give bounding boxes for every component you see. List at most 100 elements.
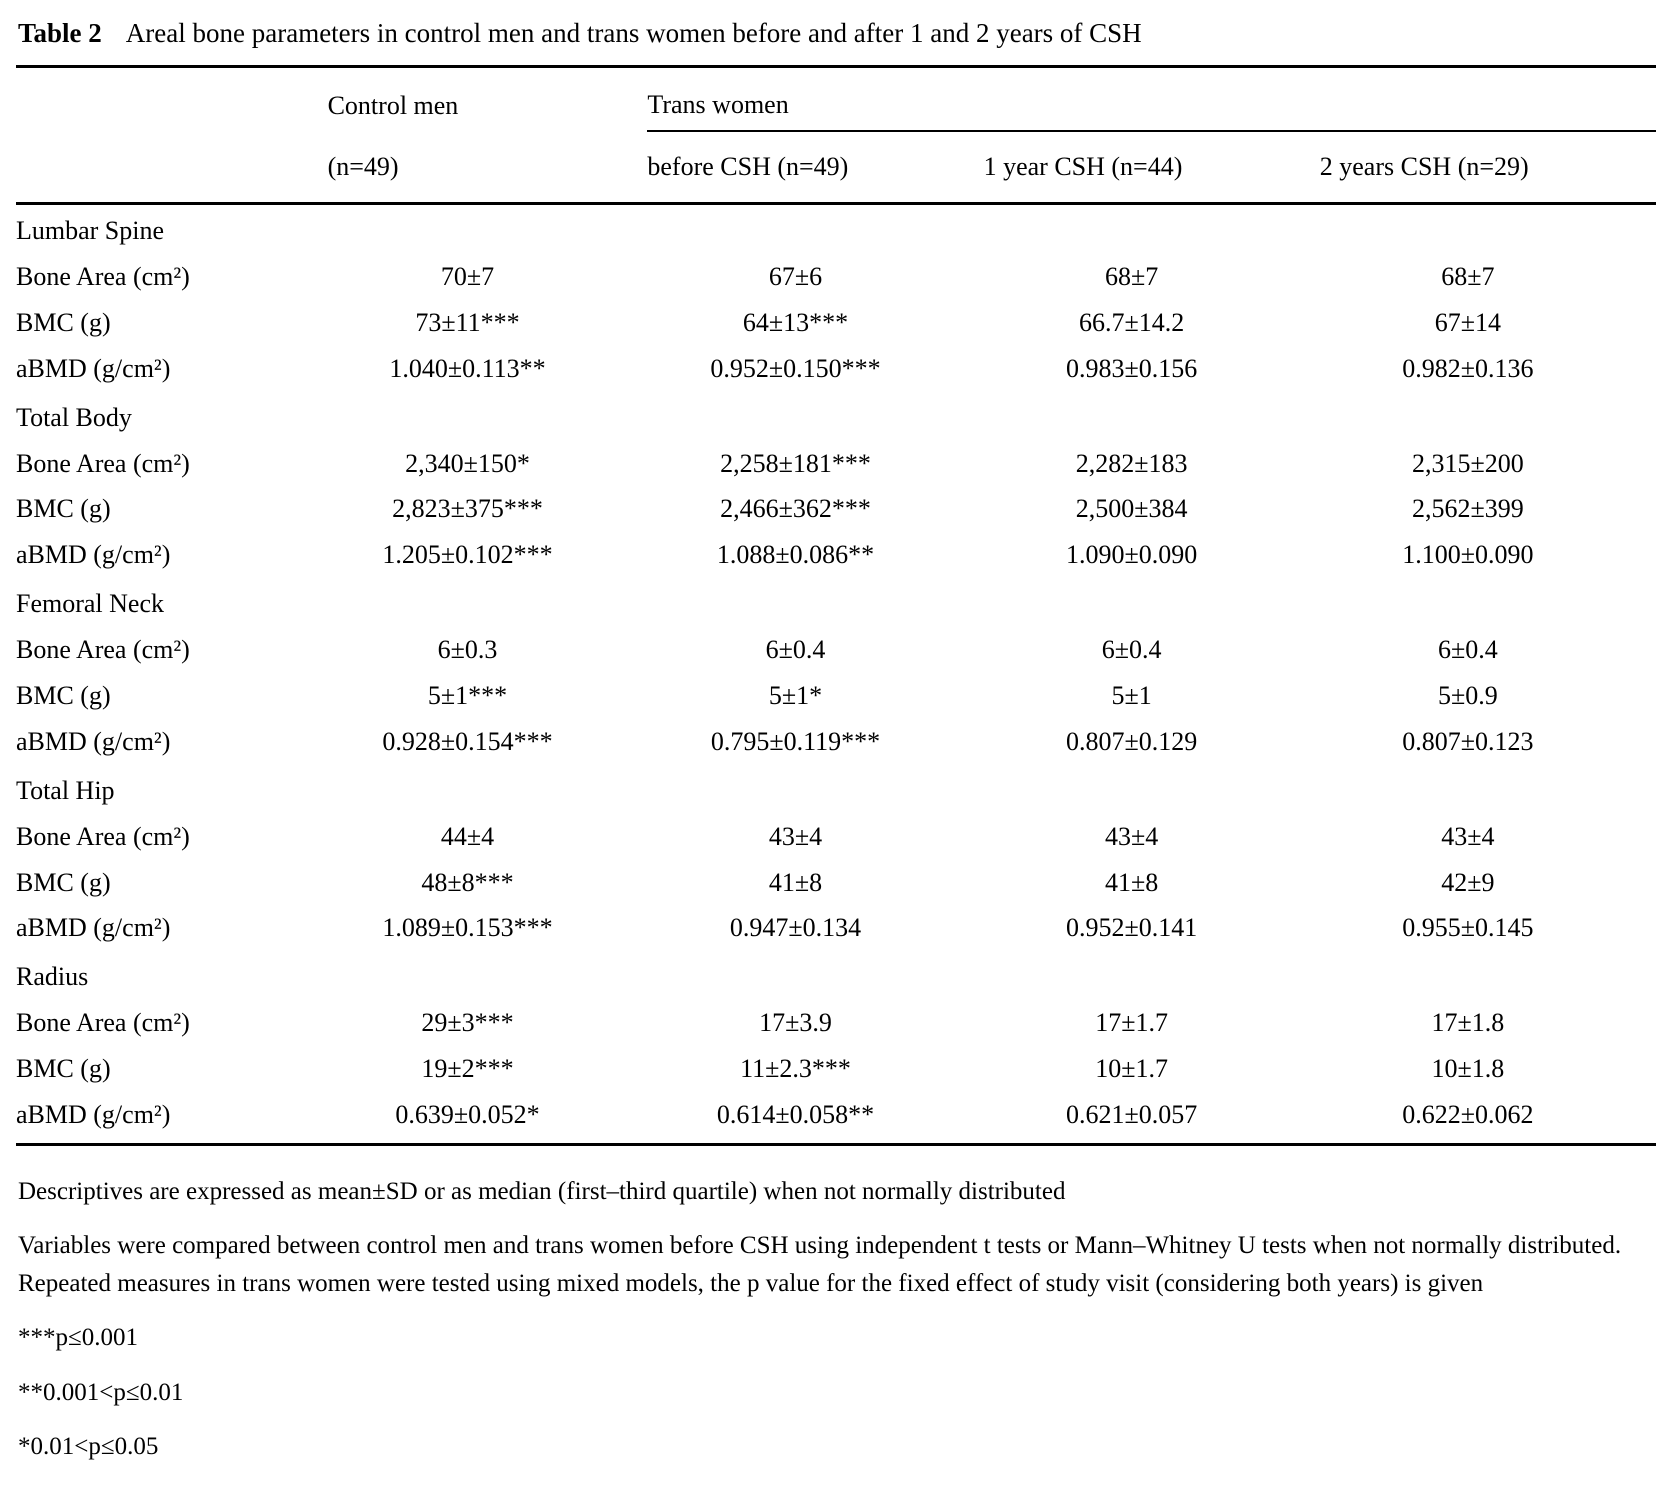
value-cell: 1.205±0.102***	[382, 540, 553, 570]
row-label: BMC (g)	[16, 681, 111, 710]
table-row: aBMD (g/cm²) 1.040±0.113** 0.952±0.150*** 0…	[16, 346, 1656, 392]
value-cell: 42±9	[1441, 867, 1495, 897]
section-row: Femoral Neck	[16, 578, 1656, 627]
value-cell: 0.622±0.062	[1319, 1092, 1656, 1146]
value-cell: 1.089±0.153***	[382, 913, 553, 943]
section-label: Femoral Neck	[16, 589, 165, 619]
footnote-descriptives: Descriptives are expressed as mean±SD or…	[18, 1177, 1066, 1205]
value-cell: 6±0.3	[437, 635, 498, 665]
row-label: aBMD (g/cm²)	[16, 353, 171, 383]
table-row: BMC (g) 2,823±375*** 2,466±362*** 2,500±384…	[16, 486, 1656, 532]
value-cell: 17±3.9	[759, 1008, 832, 1038]
value-cell: 67±6	[768, 261, 823, 291]
value-cell: 43±4	[768, 821, 823, 851]
section-row: Radius	[16, 951, 1656, 1000]
footnotes: Descriptives are expressed as mean±SD or…	[16, 1146, 1656, 1466]
value-cell: 70±7	[440, 261, 495, 291]
value-cell: 11±2.3***	[740, 1054, 851, 1084]
row-label: BMC (g)	[16, 867, 111, 897]
sub-header-row: (n=49) before CSH (n=49) 1 year CSH (n=4…	[16, 131, 1656, 206]
value-cell: 19±2***	[421, 1054, 514, 1084]
empty-header-cell	[16, 67, 328, 132]
value-cell: 1.100±0.090	[1402, 540, 1534, 570]
value-cell: 64±13***	[742, 307, 849, 337]
value-cell: 0.614±0.058**	[647, 1092, 984, 1146]
value-cell: 5±1*	[768, 681, 823, 710]
table-row: BMC (g) 19±2*** 11±2.3*** 10±1.7 10±1.8	[16, 1046, 1656, 1092]
table-row: aBMD (g/cm²) 0.928±0.154*** 0.795±0.119***…	[16, 719, 1656, 765]
row-label: Bone Area (cm²)	[16, 821, 190, 851]
footnote-significance-2-star: **0.001<p≤0.01	[18, 1378, 184, 1406]
value-cell: 67±14	[1434, 307, 1502, 337]
row-label: Bone Area (cm²)	[16, 448, 190, 478]
value-cell: 2,315±200	[1411, 448, 1524, 478]
value-cell: 0.952±0.150***	[710, 353, 881, 383]
row-label: Bone Area (cm²)	[16, 1008, 190, 1038]
table-row: Bone Area (cm²) 6±0.3 6±0.4 6±0.4 6±0.4	[16, 627, 1656, 673]
table-title: Areal bone parameters in control men and…	[125, 18, 1142, 48]
footnote-significance-3-star: ***p≤0.001	[18, 1324, 138, 1352]
value-cell: 0.639±0.052*	[327, 1092, 648, 1146]
value-cell: 17±1.8	[1431, 1008, 1505, 1038]
table-row: aBMD (g/cm²) 1.205±0.102*** 1.088±0.086** 1…	[16, 532, 1656, 578]
value-cell: 10±1.7	[1095, 1054, 1169, 1084]
value-cell: 41±8	[1105, 867, 1159, 897]
table-row: Bone Area (cm²) 29±3*** 17±3.9 17±1.7 17±1.8	[16, 1000, 1656, 1046]
control-men-group-header: Control men	[327, 91, 459, 121]
value-cell: 2,282±183	[1075, 448, 1188, 478]
value-cell: 68±7	[1441, 261, 1495, 291]
value-cell: 66.7±14.2	[1079, 307, 1185, 337]
row-label: BMC (g)	[16, 494, 111, 524]
row-label: Bone Area (cm²)	[16, 261, 190, 291]
table-body: Lumbar Spine Bone Area (cm²) 70±7 67±6 68±7 6…	[16, 204, 1656, 1146]
value-cell: 0.952±0.141	[1066, 913, 1198, 943]
empty-header-cell	[16, 131, 328, 206]
table-row: BMC (g) 73±11*** 64±13*** 66.7±14.2 67±14	[16, 300, 1656, 346]
value-cell: 68±7	[1105, 261, 1159, 291]
row-label: Bone Area (cm²)	[16, 635, 190, 665]
footnote-methods: Variables were compared between control …	[18, 1232, 1622, 1297]
col-header-1-year-csh: 1 year CSH (n=44)	[983, 131, 1320, 206]
value-cell: 0.807±0.129	[1066, 726, 1198, 756]
value-cell: 5±1	[1111, 681, 1152, 710]
row-label: BMC (g)	[16, 1054, 111, 1084]
value-cell: 10±1.8	[1431, 1054, 1505, 1084]
col-header-control-n: (n=49)	[327, 131, 648, 206]
value-cell: 6±0.4	[765, 635, 826, 665]
value-cell: 0.795±0.119***	[710, 726, 881, 756]
value-cell: 43±4	[1441, 821, 1495, 851]
bone-parameters-table: Control men Trans women (n=49) before CS…	[16, 65, 1656, 1146]
col-header-2-years-csh: 2 years CSH (n=29)	[1319, 131, 1656, 206]
section-row: Total Body	[16, 392, 1656, 441]
section-row: Total Hip	[16, 765, 1656, 814]
group-header-row: Control men Trans women	[16, 66, 1656, 133]
table-row: aBMD (g/cm²) 1.089±0.153*** 0.947±0.134 0.9…	[16, 905, 1656, 951]
value-cell: 2,823±375***	[392, 494, 543, 524]
table-row: BMC (g) 5±1*** 5±1* 5±1 5±0.9	[16, 673, 1656, 719]
row-label: BMC (g)	[16, 307, 111, 337]
value-cell: 6±0.4	[1437, 635, 1498, 665]
value-cell: 41±8	[768, 867, 823, 897]
row-label: aBMD (g/cm²)	[16, 726, 171, 756]
value-cell: 0.621±0.057	[983, 1092, 1320, 1146]
value-cell: 6±0.4	[1101, 635, 1162, 665]
value-cell: 73±11***	[415, 307, 520, 337]
section-label: Radius	[16, 962, 89, 992]
value-cell: 0.947±0.134	[729, 913, 862, 943]
table-row: BMC (g) 48±8*** 41±8 41±8 42±9	[16, 860, 1656, 906]
row-label: aBMD (g/cm²)	[16, 1092, 328, 1146]
col-header-before-csh: before CSH (n=49)	[647, 131, 984, 206]
value-cell: 0.982±0.136	[1402, 353, 1534, 383]
value-cell: 43±4	[1105, 821, 1159, 851]
value-cell: 44±4	[440, 821, 495, 851]
footnote-significance-1-star: *0.01<p≤0.05	[18, 1433, 159, 1461]
section-label: Lumbar Spine	[16, 216, 165, 246]
value-cell: 48±8***	[421, 867, 514, 897]
table-row: Bone Area (cm²) 44±4 43±4 43±4 43±4	[16, 814, 1656, 860]
value-cell: 0.807±0.123	[1402, 726, 1534, 756]
value-cell: 0.955±0.145	[1402, 913, 1534, 943]
value-cell: 2,500±384	[1075, 494, 1188, 524]
value-cell: 1.090±0.090	[1066, 540, 1198, 570]
value-cell: 2,340±150*	[405, 448, 530, 478]
